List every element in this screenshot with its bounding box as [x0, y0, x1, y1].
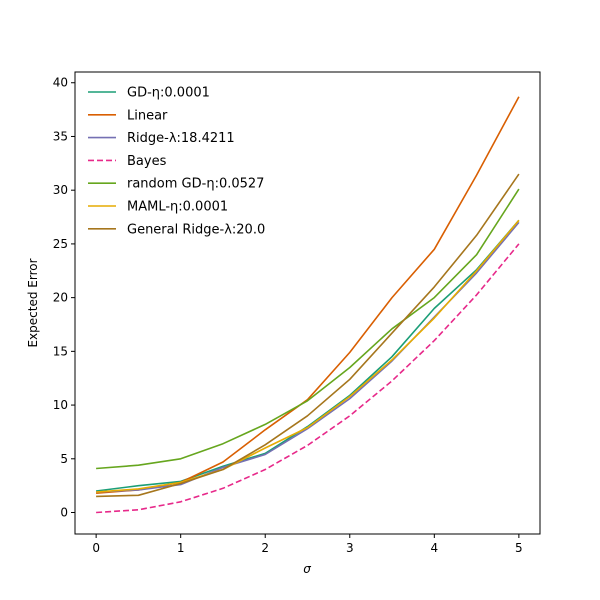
- y-tick-label: 10: [53, 398, 68, 412]
- x-tick-label: 0: [92, 541, 100, 555]
- series-line-2: [96, 221, 520, 493]
- x-tick-label: 4: [430, 541, 438, 555]
- x-tick-label: 1: [177, 541, 185, 555]
- x-tick-label: 2: [261, 541, 269, 555]
- y-axis-label: Expected Error: [26, 258, 40, 347]
- legend-label: GD-η:0.0001: [127, 86, 210, 101]
- legend-label: Bayes: [127, 154, 167, 169]
- legend-label: MAML-η:0.0001: [127, 200, 228, 215]
- legend-label: Ridge-λ:18.4211: [127, 131, 235, 146]
- y-tick-label: 5: [60, 452, 68, 466]
- y-tick-label: 0: [60, 506, 68, 520]
- plot-frame: [74, 71, 541, 535]
- y-tick-label: 25: [53, 237, 68, 251]
- x-axis: 0 1 2 3 4 5: [92, 534, 523, 555]
- series-line-4: [96, 188, 520, 470]
- series-line-0: [96, 219, 520, 492]
- series-line-5: [96, 219, 520, 493]
- y-tick-label: 30: [53, 183, 68, 197]
- legend-label: General Ridge-λ:20.0: [127, 222, 265, 237]
- x-axis-label: σ: [303, 562, 311, 576]
- y-tick-label: 20: [53, 291, 68, 305]
- x-tick-label: 3: [346, 541, 354, 555]
- legend-label: random GD-η:0.0527: [127, 177, 264, 192]
- y-tick-label: 35: [53, 129, 68, 143]
- y-tick-label: 40: [53, 76, 68, 90]
- y-tick-label: 15: [53, 344, 68, 358]
- series-line-3: [96, 243, 520, 514]
- x-tick-label: 5: [515, 541, 523, 555]
- series-line-6: [96, 173, 520, 498]
- legend-label: Linear: [127, 108, 168, 123]
- legend: GD-η:0.0001 Linear Ridge-λ:18.4211 Bayes ran…: [88, 86, 265, 237]
- y-axis: 0 5 10 15 20 25 30 35 40: [53, 76, 75, 520]
- plot-area: [96, 96, 520, 514]
